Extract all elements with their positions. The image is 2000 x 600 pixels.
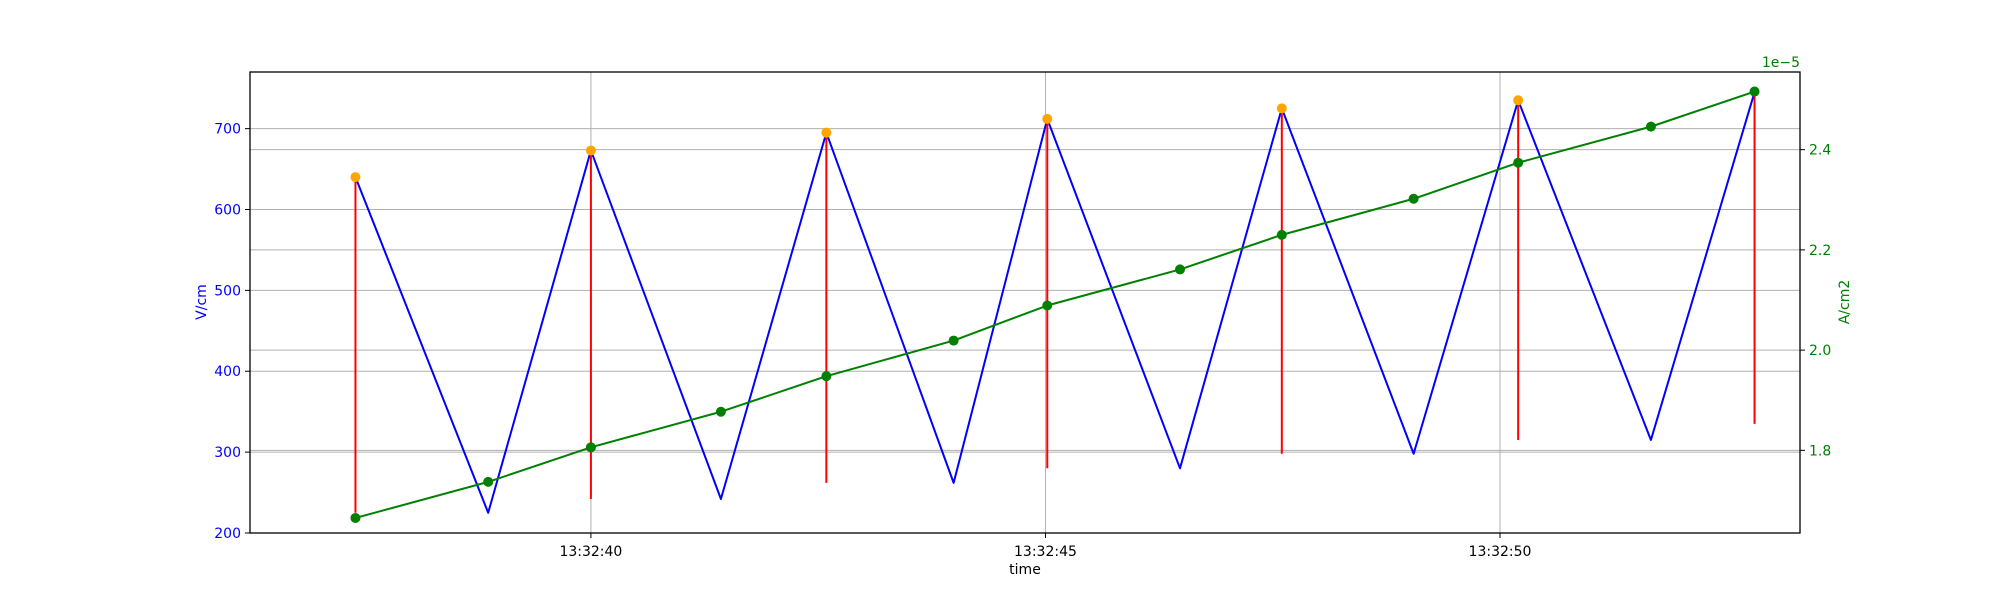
- x-tick-label: 13:32:45: [1014, 544, 1077, 560]
- series-3-point: [1749, 86, 1760, 97]
- series-3-point: [1513, 157, 1524, 168]
- series-3-point: [350, 512, 361, 523]
- y-left-tick-label: 700: [214, 122, 241, 138]
- series-2-point: [1042, 113, 1053, 124]
- y-left-tick-label: 300: [214, 445, 241, 461]
- series-3-point: [1408, 193, 1419, 204]
- y-axis-right-title: A/cm2: [1837, 280, 1853, 325]
- x-axis-title: time: [1009, 562, 1041, 578]
- series-layer: [350, 86, 1760, 523]
- y-axis-right-offset-label: 1e−5: [1762, 55, 1800, 71]
- plot-frame: [249, 71, 1801, 534]
- series-3-line: [355, 90, 1755, 519]
- series-3-point: [1276, 229, 1287, 240]
- series-2-point: [821, 127, 832, 138]
- y-left-tick-label: 400: [214, 364, 241, 380]
- series-3-point: [948, 335, 959, 346]
- x-tick-label: 13:32:40: [559, 544, 622, 560]
- x-tick-label: 13:32:50: [1469, 544, 1532, 560]
- series-3-point: [1042, 300, 1053, 311]
- series-3-point: [821, 371, 832, 382]
- x-axis: 13:32:40 13:32:45 13:32:50: [559, 533, 1531, 560]
- y-axis-left-title: V/cm: [194, 284, 210, 320]
- y-left-tick-label: 500: [214, 283, 241, 299]
- grid: [250, 72, 1800, 534]
- series-2-point: [350, 172, 361, 183]
- y-axis-left: 200 300 400 500 600 700: [214, 122, 250, 542]
- series-3-point: [715, 406, 726, 417]
- y-right-tick-label: 1.8: [1809, 443, 1831, 459]
- y-right-tick-label: 2.0: [1809, 343, 1831, 359]
- y-axis-right: 1.8 2.0 2.2 2.4: [1800, 143, 1831, 459]
- series-3-point: [585, 442, 596, 453]
- series-2-point: [1513, 95, 1524, 106]
- series-2-point: [1276, 103, 1287, 114]
- series-3-point: [483, 476, 494, 487]
- y-left-tick-label: 200: [214, 526, 241, 542]
- y-right-tick-label: 2.4: [1809, 143, 1831, 159]
- series-3-point: [1175, 264, 1185, 275]
- y-right-tick-label: 2.2: [1809, 243, 1831, 259]
- series-2-point: [585, 145, 596, 156]
- series-3-point: [1645, 121, 1656, 132]
- y-left-tick-label: 600: [214, 202, 241, 218]
